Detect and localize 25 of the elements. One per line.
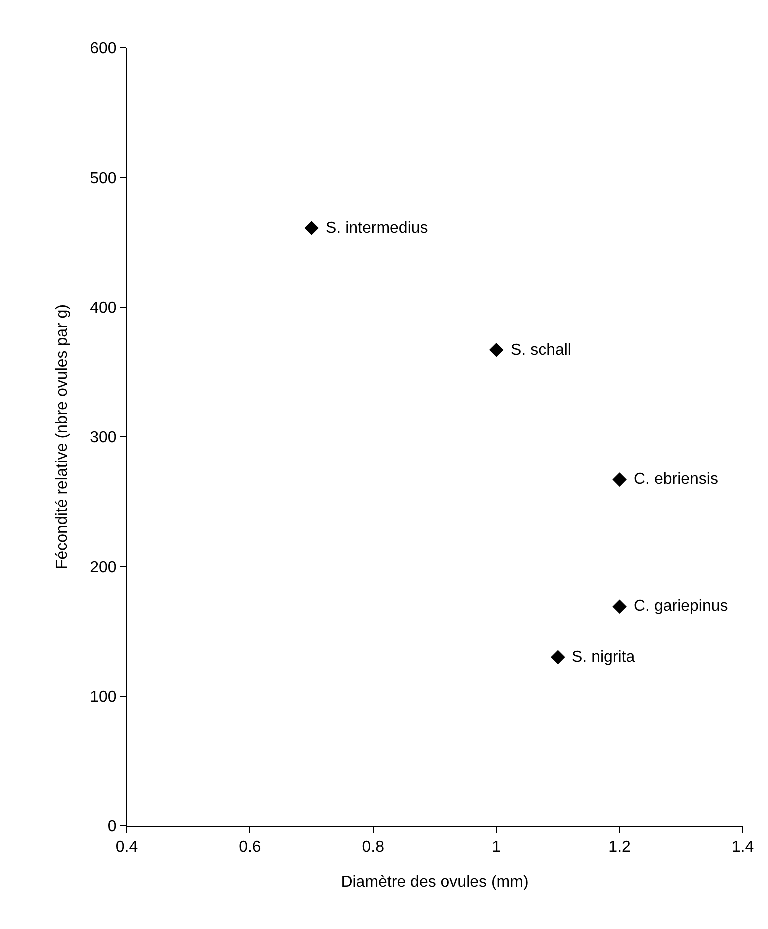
y-tick-label: 200: [90, 559, 117, 576]
annotation: C. ebriensis: [634, 471, 718, 488]
x-axis-title: Diamètre des ovules (mm): [341, 874, 529, 891]
y-tick-label: 100: [90, 688, 117, 706]
y-tick-label: 500: [90, 170, 117, 188]
x-tick-label: 1.2: [608, 839, 632, 856]
point: [612, 600, 627, 614]
y-tick-label: 0: [108, 818, 117, 836]
x-tick-label: 0.8: [362, 839, 385, 856]
y-tick-label: 300: [90, 430, 117, 447]
x-tick-label: 0.4: [116, 839, 138, 856]
point: [612, 472, 627, 487]
annotation: C. gariepinus: [634, 598, 728, 615]
annotation: S. intermedius: [326, 220, 428, 237]
annotation: S. schall: [511, 342, 572, 359]
y-tick-label: 400: [90, 300, 117, 317]
point: [551, 650, 566, 665]
point: [489, 342, 504, 358]
x-tick-label: 1.4: [732, 839, 754, 856]
point: [304, 221, 319, 236]
annotation: S. nigrita: [572, 649, 636, 666]
y-axis-title: Fécondité relative (nbre ovules par g): [54, 304, 71, 570]
x-tick-label: 0.6: [239, 839, 262, 856]
x-tick-label: 1: [492, 839, 502, 856]
y-tick-label: 600: [90, 40, 117, 58]
